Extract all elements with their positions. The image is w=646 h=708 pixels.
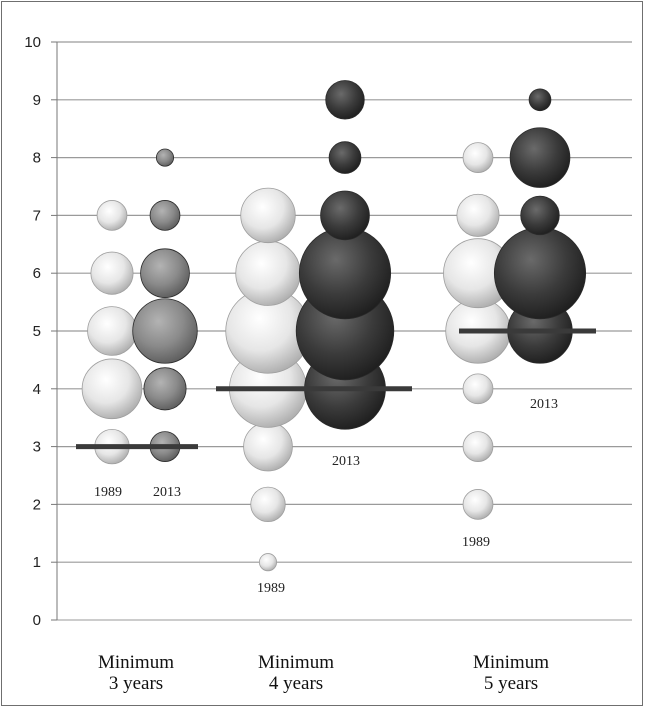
series-label-2013: 2013	[153, 485, 181, 500]
bubble-2013-y6	[493, 227, 587, 320]
bubble-1989-y6	[90, 251, 134, 295]
bubble-1989-y7	[96, 200, 128, 231]
y-tick-label: 4	[33, 381, 41, 398]
y-tick-label: 3	[33, 439, 41, 456]
bubble-1989-y7	[456, 193, 500, 237]
bubble-2013-y5	[132, 298, 198, 364]
bubble-1989-y5	[87, 306, 137, 356]
bubble-1989-y4	[462, 373, 494, 405]
bubble-2013-y8	[509, 127, 571, 188]
category-label-3-years: Minimum 3 years	[66, 652, 206, 694]
bubble-1989-y3	[243, 421, 293, 472]
category-label-line2: 4 years	[268, 673, 324, 694]
category-label-line1: Minimum	[472, 652, 549, 673]
series-label-1989: 1989	[257, 581, 285, 596]
bubble-2013-y8	[328, 141, 362, 174]
y-tick-label: 9	[33, 92, 41, 109]
bubble-2013-y4	[143, 367, 187, 411]
y-tick-label: 0	[33, 612, 41, 629]
bubble-2013-y7	[520, 195, 560, 236]
bubble-2013-y8	[155, 148, 175, 167]
series-label-2013: 2013	[530, 397, 558, 412]
series-label-2013: 2013	[332, 454, 360, 469]
category-label-5-years: Minimum 5 years	[441, 652, 581, 694]
y-tick-label: 6	[33, 265, 41, 282]
bubble-2013-y7	[149, 200, 181, 231]
y-tick-label: 2	[33, 496, 41, 513]
series-label-1989: 1989	[94, 485, 122, 500]
bubble-1989-y2	[250, 486, 286, 523]
category-label-line1: Minimum	[97, 652, 174, 673]
y-tick-label: 5	[33, 323, 41, 340]
bubble-1989-y7	[240, 187, 296, 244]
bubble-2013-y6	[140, 248, 190, 299]
bubble-1989-y1	[258, 553, 278, 572]
bubble-2013-y9	[528, 88, 552, 112]
category-label-line1: Minimum	[257, 652, 334, 673]
category-label-4-years: Minimum 4 years	[226, 652, 366, 694]
category-label-line2: 3 years	[108, 673, 164, 694]
bubble-1989-y2	[462, 489, 494, 520]
y-tick-label: 1	[33, 554, 41, 571]
bubble-1989-y3	[462, 431, 494, 462]
bubble-2013-y7	[320, 190, 370, 241]
bubble-1989-y4	[81, 358, 143, 420]
y-tick-label: 10	[24, 34, 41, 51]
category-label-line2: 5 years	[483, 673, 539, 694]
series-label-1989: 1989	[462, 535, 490, 550]
bubble-1989-y8	[462, 142, 494, 173]
bubble-2013-y9	[325, 80, 365, 120]
bubble-2013-y6	[298, 227, 392, 320]
bubble-1989-y6	[235, 240, 301, 306]
y-tick-label: 8	[33, 150, 41, 167]
y-tick-label: 7	[33, 207, 41, 224]
